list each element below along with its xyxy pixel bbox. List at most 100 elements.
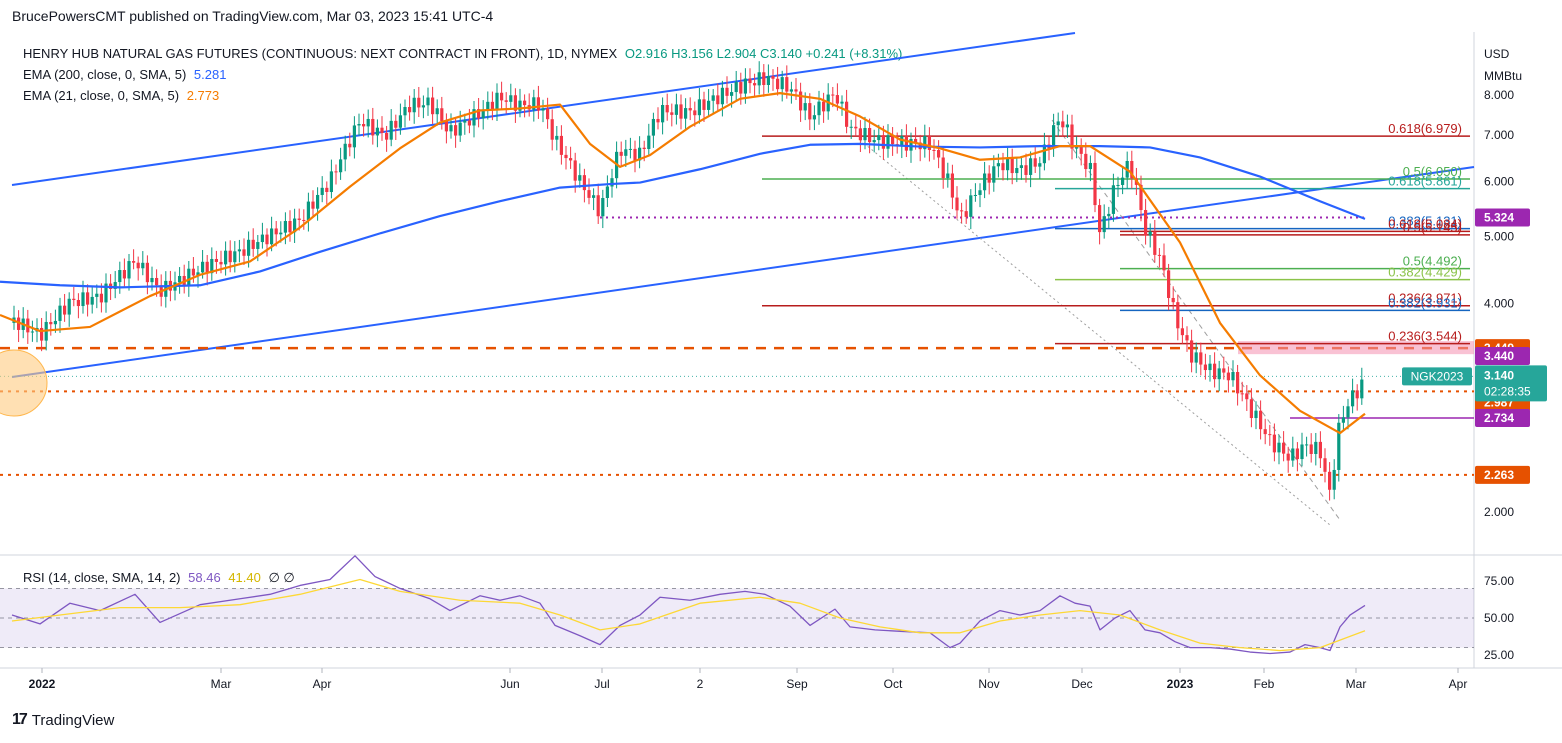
y-tick-label: 8.000 bbox=[1484, 88, 1514, 102]
candle-body bbox=[150, 277, 154, 283]
candle-body bbox=[394, 120, 398, 128]
candle-body bbox=[366, 118, 370, 127]
candle-body bbox=[716, 95, 720, 105]
candle-body bbox=[1075, 147, 1079, 149]
candle-body bbox=[270, 228, 274, 245]
candle-body bbox=[771, 76, 775, 79]
candle-body bbox=[753, 83, 757, 86]
y-tick-label: 2.000 bbox=[1484, 505, 1514, 519]
candle-body bbox=[955, 197, 959, 211]
candle-body bbox=[647, 135, 651, 150]
candle-body bbox=[53, 320, 57, 325]
candle-body bbox=[1245, 393, 1249, 400]
candle-body bbox=[730, 92, 734, 96]
x-tick-label: Nov bbox=[978, 677, 999, 691]
candle-body bbox=[1121, 177, 1125, 185]
candle-body bbox=[1323, 458, 1327, 472]
candle-body bbox=[104, 283, 108, 303]
candle-body bbox=[1061, 121, 1065, 128]
candle-body bbox=[780, 77, 784, 90]
candle-body bbox=[1272, 434, 1276, 453]
price-chart[interactable]: 8.000 7.000 6.000 5.000 4.000 2.000 USD MMBtu 75… bbox=[0, 32, 1562, 700]
candle-body bbox=[458, 122, 462, 136]
y-tick-label: 7.000 bbox=[1484, 128, 1514, 142]
candle-body bbox=[486, 101, 490, 110]
candle-body bbox=[1130, 160, 1134, 179]
candle-body bbox=[444, 121, 448, 132]
candle-body bbox=[187, 268, 191, 285]
candle-body bbox=[854, 126, 858, 129]
candle-body bbox=[665, 105, 669, 113]
candle-body bbox=[371, 118, 375, 136]
candle-body bbox=[1213, 363, 1217, 380]
candle-body bbox=[822, 101, 826, 112]
ema21-line bbox=[0, 92, 1366, 435]
rsi-sma-value: 41.40 bbox=[228, 570, 261, 585]
candle-body bbox=[1001, 163, 1005, 171]
candle-body bbox=[1259, 410, 1263, 430]
x-tick-label: Sep bbox=[786, 677, 808, 691]
candle-body bbox=[812, 115, 816, 120]
candle-body bbox=[279, 232, 283, 235]
candle-body bbox=[472, 109, 476, 126]
candle-body bbox=[1286, 453, 1290, 461]
candle-body bbox=[1282, 442, 1286, 454]
candle-body bbox=[868, 127, 872, 143]
candle-body bbox=[536, 97, 540, 111]
candle-body bbox=[145, 262, 149, 283]
candle-body bbox=[592, 195, 596, 198]
candle-body bbox=[983, 173, 987, 191]
candle-body bbox=[513, 95, 517, 111]
candle-body bbox=[265, 234, 269, 245]
candle-body bbox=[711, 95, 715, 101]
candle-body bbox=[582, 175, 586, 191]
candle-body bbox=[1360, 379, 1364, 399]
candle-body bbox=[1236, 372, 1240, 394]
candle-body bbox=[1300, 444, 1304, 460]
candle-body bbox=[881, 135, 885, 149]
candle-body bbox=[1102, 216, 1106, 233]
candle-body bbox=[380, 127, 384, 133]
candle-body bbox=[1291, 448, 1295, 461]
y-tick-label: 5.000 bbox=[1484, 229, 1514, 243]
candle-body bbox=[136, 262, 140, 269]
candle-body bbox=[141, 262, 145, 269]
candle-body bbox=[619, 151, 623, 156]
candle-body bbox=[799, 91, 803, 111]
x-tick-label: Jun bbox=[500, 677, 519, 691]
fib-level-label: 0.618(5.861) bbox=[1388, 174, 1462, 189]
candle-body bbox=[1190, 340, 1194, 363]
candle-body bbox=[656, 118, 660, 123]
candle-body bbox=[132, 261, 136, 263]
price-tag bbox=[1475, 346, 1530, 365]
candle-body bbox=[1185, 335, 1189, 341]
candle-body bbox=[1295, 448, 1299, 460]
candle-body bbox=[923, 135, 927, 150]
candle-body bbox=[891, 135, 895, 145]
candle-body bbox=[941, 157, 945, 179]
rsi-label: RSI (14, close, SMA, 14, 2) bbox=[23, 570, 181, 585]
candle-body bbox=[817, 101, 821, 116]
candles bbox=[12, 61, 1364, 501]
candle-body bbox=[504, 100, 508, 102]
candle-body bbox=[1033, 158, 1037, 167]
candle-body bbox=[1029, 158, 1033, 175]
candle-body bbox=[720, 87, 724, 105]
candle-body bbox=[831, 94, 835, 96]
candle-body bbox=[937, 150, 941, 158]
candle-body bbox=[674, 104, 678, 115]
fib-level-label: 0.5(6.050) bbox=[1403, 164, 1462, 179]
candle-body bbox=[785, 77, 789, 92]
candle-body bbox=[1240, 393, 1244, 395]
candle-body bbox=[178, 275, 182, 283]
candle-body bbox=[569, 158, 573, 161]
candle-body bbox=[251, 239, 255, 249]
candle-body bbox=[1309, 444, 1313, 454]
ema21-label: EMA (21, close, 0, SMA, 5) bbox=[23, 88, 180, 103]
rsi-tick-label: 25.00 bbox=[1484, 648, 1514, 662]
candle-body bbox=[914, 138, 918, 143]
candle-body bbox=[86, 292, 90, 305]
candle-body bbox=[559, 135, 563, 155]
candle-body bbox=[550, 119, 554, 140]
candle-body bbox=[463, 120, 467, 123]
